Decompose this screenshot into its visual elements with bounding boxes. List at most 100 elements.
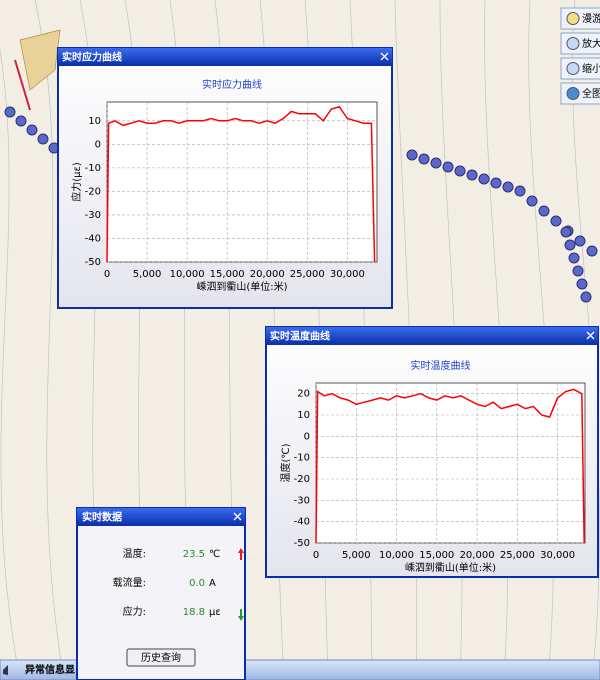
close-button[interactable] [586,331,595,340]
x-tick-label: 15,000 [210,269,245,280]
route-node [478,173,490,185]
panel-title: 实时数据 [82,511,122,524]
contour [0,47,21,680]
x-tick-label: 5,000 [342,550,371,561]
y-axis-label: 温度(℃) [279,443,292,482]
x-tick-label: 5,000 [133,269,162,280]
y-tick-label: -20 [294,474,310,485]
route-node [550,215,562,227]
route-node [430,157,442,169]
toolbar-button[interactable]: 缩小 [560,57,600,80]
route-node [568,252,580,264]
y-axis-label: 应力(με) [70,162,83,202]
title-bar [58,48,392,66]
row-unit: ℃ [209,549,220,560]
y-tick-label: -30 [85,210,101,221]
route-node [442,161,454,173]
coast [19,29,61,91]
toolbar-button[interactable]: 全图 [560,82,600,105]
plot-area [315,382,586,544]
history-button-label[interactable]: 历史查询 [141,651,181,664]
button-icon[interactable] [566,37,580,50]
chart-title: 实时温度曲线 [411,359,471,372]
y-tick-label: -40 [294,517,310,528]
chart-title: 实时应力曲线 [202,78,262,91]
route-node [538,205,550,217]
y-tick-label: 20 [297,389,310,400]
y-tick-label: -50 [85,257,101,268]
route-node [454,165,466,177]
plot-area [106,101,378,263]
x-tick-label: 15,000 [419,550,454,561]
x-tick-label: 20,000 [460,550,495,561]
row-unit: A [209,578,216,589]
route-red [14,59,31,111]
row-value: 18.8 [183,607,205,618]
y-tick-label: 0 [95,139,101,150]
x-tick-label: 10,000 [379,550,414,561]
trend-up [238,548,244,560]
x-tick-label: 30,000 [540,550,575,561]
route-node [4,106,16,118]
tab-scroll[interactable] [3,665,8,675]
route-node [572,265,584,277]
x-tick-label: 10,000 [170,269,205,280]
y-tick-label: 0 [304,431,310,442]
y-tick-label: -20 [85,186,101,197]
x-axis-label: 嵊泗到衢山(单位:米) [196,280,287,293]
x-axis-label: 嵊泗到衢山(单位:米) [405,561,496,574]
contour [34,0,65,680]
toolbar-button[interactable]: 漫游 [560,7,600,30]
toolbar-button[interactable]: 放大 [560,32,600,55]
x-tick-label: 25,000 [290,269,325,280]
title-bar [266,327,598,345]
route-node [576,278,588,290]
row-label: 载流量: [113,576,146,589]
y-tick-label: -30 [294,495,310,506]
data-line [315,388,585,544]
row-value: 0.0 [189,578,205,589]
button-label[interactable]: 全图 [582,87,600,100]
route-node [37,133,49,145]
route-node [418,153,430,165]
y-tick-label: -10 [85,163,101,174]
row-unit: με [209,607,221,618]
route-node [574,235,586,247]
route-node [406,149,418,161]
y-tick-label: -10 [294,453,310,464]
route-node [502,181,514,193]
history-button[interactable] [126,648,196,667]
route-node [586,245,598,257]
route-node [514,185,526,197]
button-icon[interactable] [566,62,580,75]
y-tick-label: -40 [85,233,101,244]
x-tick-label: 30,000 [330,269,365,280]
title-bar [77,508,245,526]
window-title: 实时应力曲线 [62,51,122,64]
trend-down [238,609,244,621]
y-tick-label: -50 [294,538,310,549]
x-tick-label: 25,000 [500,550,535,561]
route-node [466,169,478,181]
button-icon[interactable] [566,87,580,100]
route-node [15,115,27,127]
y-tick-label: 10 [297,410,310,421]
button-label[interactable]: 放大 [582,37,600,50]
route-node [580,291,592,303]
row-label: 温度: [123,547,146,560]
button-label[interactable]: 漫游 [582,12,600,25]
row-label: 应力: [123,605,146,618]
button-icon[interactable] [566,12,580,25]
x-tick-label: 0 [104,269,110,280]
x-tick-label: 0 [313,550,319,561]
route-node [560,226,572,238]
window-title: 实时温度曲线 [270,330,330,343]
status-tab[interactable]: 异常信息显 [25,663,75,676]
button-label[interactable]: 缩小 [582,62,600,75]
close-button[interactable] [233,512,242,521]
close-button[interactable] [380,52,389,61]
route-node [490,177,502,189]
route-node [564,239,576,251]
row-value: 23.5 [183,549,205,560]
